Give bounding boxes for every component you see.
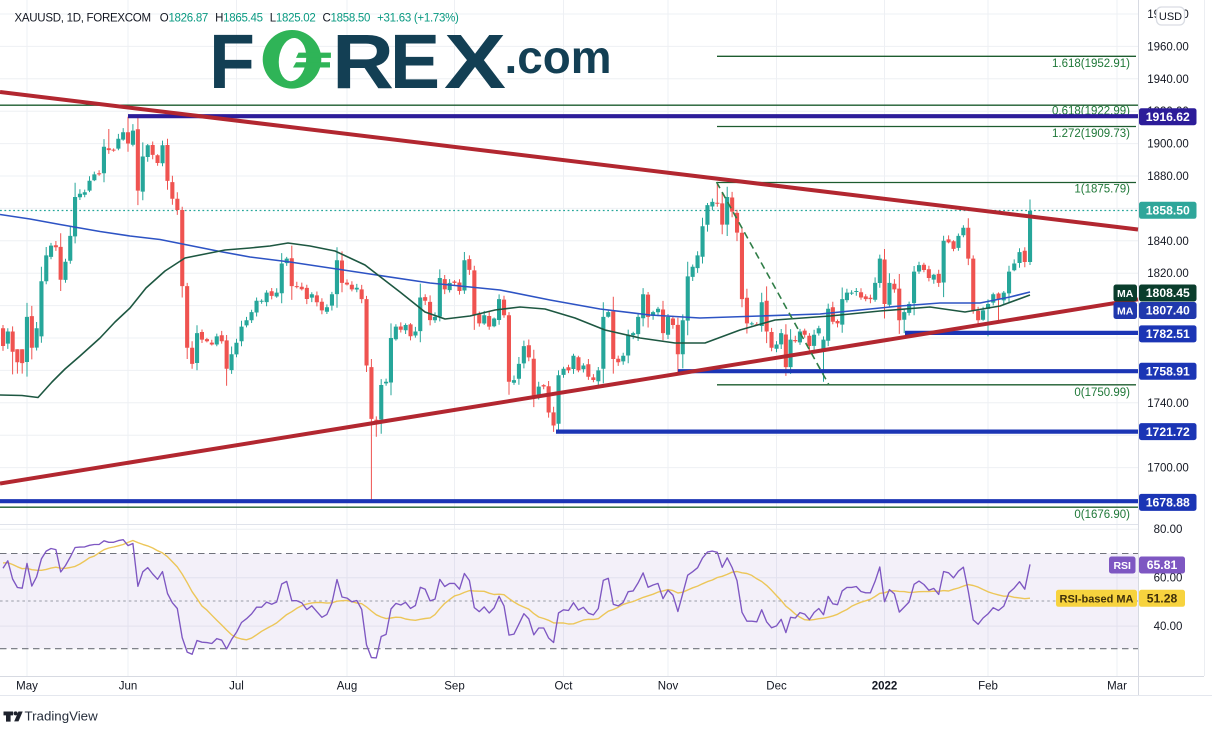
svg-text:40.00: 40.00 — [1154, 621, 1183, 633]
svg-text:1740.00: 1740.00 — [1147, 398, 1189, 410]
svg-text:1700.00: 1700.00 — [1147, 463, 1189, 475]
svg-text:1721.72: 1721.72 — [1146, 425, 1190, 439]
svg-text:1840.00: 1840.00 — [1147, 236, 1189, 248]
svg-text:USD: USD — [1159, 11, 1182, 23]
svg-text:Aug: Aug — [337, 681, 357, 693]
svg-text:1916.62: 1916.62 — [1146, 110, 1190, 124]
svg-text:1(1875.79): 1(1875.79) — [1074, 184, 1130, 196]
svg-text:1.272(1909.73): 1.272(1909.73) — [1052, 128, 1130, 140]
svg-text:May: May — [16, 681, 38, 693]
svg-text:60.00: 60.00 — [1154, 573, 1183, 585]
svg-text:RSI-based MA: RSI-based MA — [1060, 593, 1134, 605]
svg-text:MA: MA — [1117, 288, 1134, 300]
svg-text:Sep: Sep — [444, 681, 464, 693]
svg-text:Jul: Jul — [229, 681, 244, 693]
svg-text:TradingView: TradingView — [25, 709, 99, 724]
svg-text:80.00: 80.00 — [1154, 524, 1183, 536]
svg-text:MA: MA — [1117, 306, 1134, 318]
svg-text:Oct: Oct — [555, 681, 574, 693]
svg-text:1940.00: 1940.00 — [1147, 74, 1189, 86]
svg-text:R: R — [332, 19, 394, 105]
svg-text:Jun: Jun — [119, 681, 138, 693]
svg-text:X: X — [444, 19, 506, 105]
svg-text:F: F — [209, 19, 255, 105]
svg-text:1858.50: 1858.50 — [1146, 204, 1190, 218]
svg-text:0(1676.90): 0(1676.90) — [1074, 509, 1130, 521]
svg-text:1782.51: 1782.51 — [1146, 327, 1190, 341]
svg-text:RSI: RSI — [1113, 560, 1131, 572]
svg-text:1880.00: 1880.00 — [1147, 171, 1189, 183]
svg-text:2022: 2022 — [872, 681, 898, 693]
svg-text:1.618(1952.91): 1.618(1952.91) — [1052, 58, 1130, 70]
svg-text:1820.00: 1820.00 — [1147, 268, 1189, 280]
svg-text:1808.45: 1808.45 — [1146, 286, 1190, 300]
svg-text:Dec: Dec — [766, 681, 787, 693]
svg-text:1960.00: 1960.00 — [1147, 41, 1189, 53]
svg-text:1758.91: 1758.91 — [1146, 365, 1190, 379]
svg-text:Nov: Nov — [658, 681, 679, 693]
svg-text:1807.40: 1807.40 — [1146, 304, 1190, 318]
svg-text:1678.88: 1678.88 — [1146, 496, 1190, 510]
svg-text:.com: .com — [505, 31, 612, 83]
svg-text:E: E — [390, 19, 440, 105]
svg-text:65.81: 65.81 — [1147, 558, 1178, 572]
svg-text:0(1750.99): 0(1750.99) — [1074, 387, 1130, 399]
svg-text:Mar: Mar — [1107, 681, 1127, 693]
svg-text:Feb: Feb — [978, 681, 998, 693]
svg-text:51.28: 51.28 — [1147, 592, 1178, 606]
svg-text:1900.00: 1900.00 — [1147, 139, 1189, 151]
